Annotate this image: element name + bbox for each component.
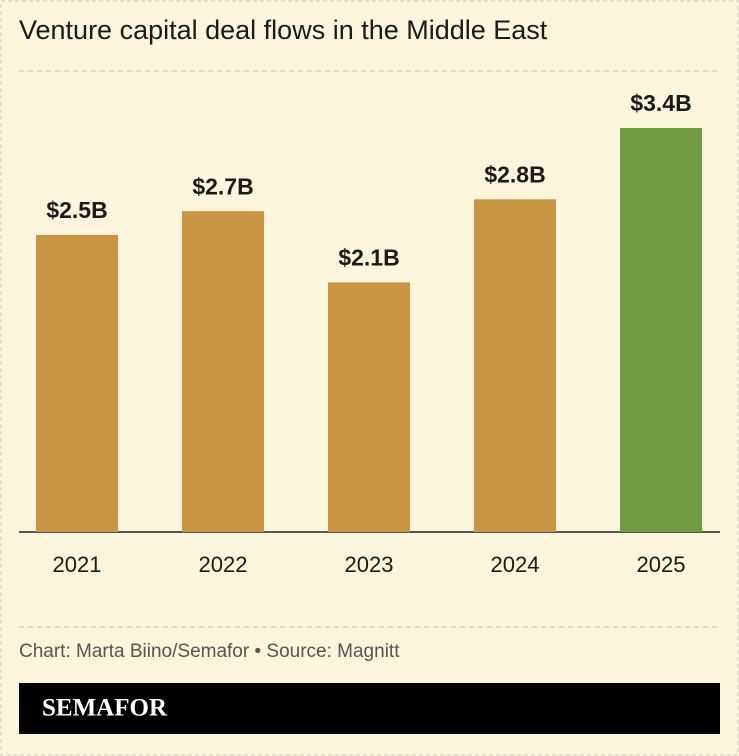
x-tick-label: 2025 [637, 552, 686, 577]
x-tick-label: 2024 [491, 552, 540, 577]
brand-bar [19, 683, 720, 734]
x-tick-label: 2021 [53, 552, 102, 577]
source: Chart: Marta Biino/Semafor • Source: Mag… [19, 641, 400, 662]
x-tick-label: 2023 [345, 552, 394, 577]
chart-title: Venture capital deal flows in the Middle… [19, 15, 548, 45]
bar [328, 282, 410, 532]
value-label: $2.5B [46, 197, 107, 223]
bar [474, 199, 556, 532]
bar [36, 234, 118, 533]
bar [182, 211, 264, 533]
value-label: $2.1B [338, 245, 399, 271]
bar [620, 128, 702, 532]
value-label: $3.4B [630, 90, 691, 116]
value-label: $2.8B [484, 161, 545, 187]
x-tick-label: 2022 [199, 552, 248, 577]
brand: SEMAFOR [42, 695, 168, 722]
value-label: $2.7B [192, 173, 253, 199]
